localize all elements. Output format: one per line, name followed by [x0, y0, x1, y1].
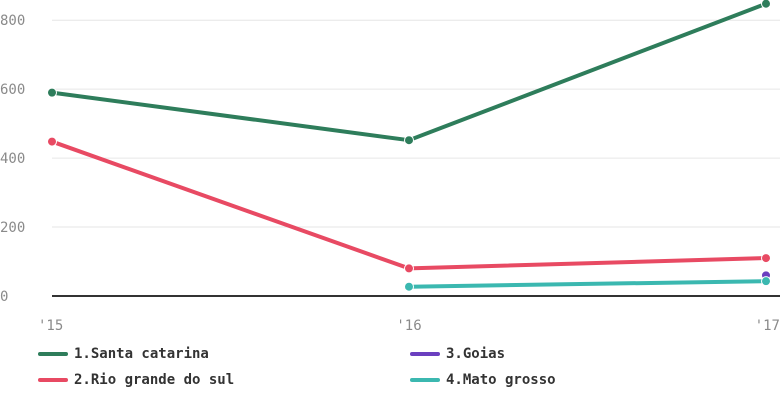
data-point [47, 87, 57, 98]
x-tick-label: '16 [396, 318, 421, 334]
data-point [761, 276, 771, 287]
series-group [47, 0, 771, 292]
x-tick-label: '15 [38, 318, 63, 334]
legend-label: 3.Goias [446, 346, 506, 362]
legend-label: 2.Rio grande do sul [74, 372, 235, 388]
legend: 1.Santa catarina 2.Rio grande do sul 3.G… [38, 346, 780, 388]
series-3 [404, 276, 771, 292]
series-line [407, 279, 768, 289]
legend-swatch [38, 378, 68, 382]
legend-item-mato-grosso: 4.Mato grosso [410, 372, 556, 388]
y-tick-label: 600 [0, 82, 25, 98]
gridlines [52, 19, 780, 228]
data-point [761, 253, 771, 264]
series-line [50, 139, 768, 271]
legend-label: 1.Santa catarina [74, 346, 209, 362]
legend-item-goias: 3.Goias [410, 346, 505, 362]
y-tick-label: 200 [0, 220, 25, 236]
y-tick-label: 400 [0, 151, 25, 167]
series-line [50, 1, 768, 143]
legend-item-rio-grande-do-sul: 2.Rio grande do sul [38, 372, 234, 388]
x-tick-label: '17 [755, 318, 780, 334]
y-tick-label: 800 [0, 13, 25, 29]
legend-swatch [410, 352, 440, 356]
series-1 [47, 136, 771, 274]
data-point [404, 263, 414, 274]
x-axis-ticks: '15 '16 '17 [38, 318, 780, 334]
data-point [47, 136, 57, 147]
series-0 [47, 0, 771, 146]
data-point [404, 281, 414, 292]
data-point [761, 0, 771, 9]
legend-item-santa-catarina: 1.Santa catarina [38, 346, 209, 362]
y-tick-label: 0 [0, 289, 8, 305]
data-point [404, 135, 414, 146]
legend-swatch [410, 378, 440, 382]
legend-swatch [38, 352, 68, 356]
legend-label: 4.Mato grosso [446, 372, 556, 388]
y-axis-ticks: 0 200 400 600 800 [0, 13, 25, 305]
